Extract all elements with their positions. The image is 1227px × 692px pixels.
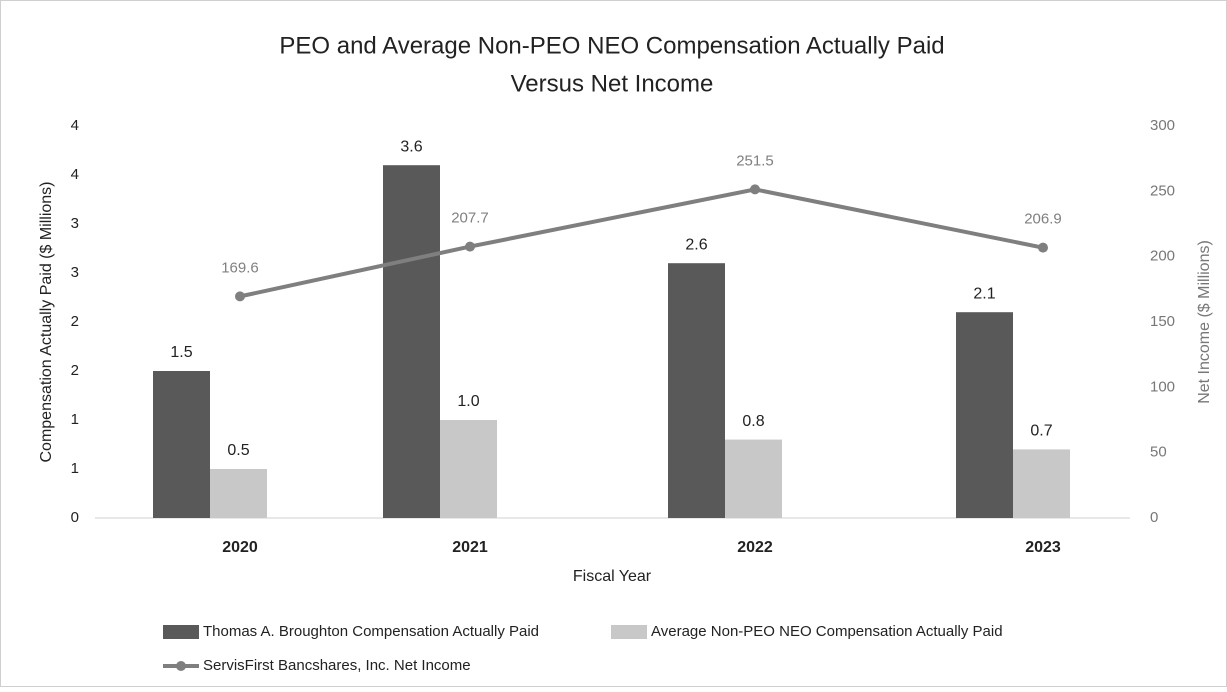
bar-value-label: 2.1 xyxy=(973,285,995,302)
bar xyxy=(383,165,440,518)
line-value-label: 169.6 xyxy=(221,259,259,276)
bar xyxy=(440,420,497,518)
bar-value-label: 1.0 xyxy=(457,393,479,410)
y2-tick-label: 100 xyxy=(1150,378,1175,395)
bar-value-label: 1.5 xyxy=(170,344,192,361)
y2-axis-label: Net Income ($ Millions) xyxy=(1196,240,1213,404)
legend-label: Average Non-PEO NEO Compensation Actuall… xyxy=(651,623,1003,640)
bar-value-label: 3.6 xyxy=(400,138,422,155)
line-value-label: 207.7 xyxy=(451,210,489,227)
legend-swatch xyxy=(611,625,647,639)
y2-tick-label: 150 xyxy=(1150,313,1175,330)
legend-label: ServisFirst Bancshares, Inc. Net Income xyxy=(203,657,471,674)
x-tick-label: 2021 xyxy=(452,539,488,556)
bar xyxy=(725,439,782,518)
y-tick-label: 1 xyxy=(71,411,79,428)
y2-tick-label: 300 xyxy=(1150,117,1175,134)
bar xyxy=(1013,449,1070,518)
line-value-label: 206.9 xyxy=(1024,211,1062,228)
line-point xyxy=(1038,242,1048,253)
legend-label: Thomas A. Broughton Compensation Actuall… xyxy=(203,623,539,640)
y-tick-label: 2 xyxy=(71,362,79,379)
y-tick-label: 4 xyxy=(71,117,79,134)
line-series xyxy=(239,187,1044,299)
y-tick-label: 1 xyxy=(71,460,79,477)
line-value-label: 251.5 xyxy=(736,152,774,169)
legend-swatch xyxy=(176,661,186,671)
y-tick-label: 0 xyxy=(71,509,79,526)
chart-title: Versus Net Income xyxy=(511,70,714,97)
legend-swatch xyxy=(163,625,199,639)
bar-value-label: 2.6 xyxy=(685,236,707,253)
chart-title: PEO and Average Non-PEO NEO Compensation… xyxy=(279,32,944,59)
y-tick-label: 3 xyxy=(71,215,79,232)
bar xyxy=(956,312,1013,518)
y-tick-label: 2 xyxy=(71,313,79,330)
x-tick-label: 2022 xyxy=(737,539,773,556)
y-tick-label: 4 xyxy=(71,166,79,183)
bar-value-label: 0.5 xyxy=(227,442,249,459)
y2-tick-label: 250 xyxy=(1150,182,1175,199)
y2-tick-label: 0 xyxy=(1150,509,1158,526)
y2-tick-label: 200 xyxy=(1150,248,1175,265)
bar-value-label: 0.7 xyxy=(1030,423,1052,440)
line-point xyxy=(750,184,760,195)
y2-tick-label: 50 xyxy=(1150,444,1167,461)
bar xyxy=(210,469,267,518)
bar-value-label: 0.8 xyxy=(742,413,764,430)
x-tick-label: 2023 xyxy=(1025,539,1061,556)
x-tick-label: 2020 xyxy=(222,539,258,556)
x-axis-label: Fiscal Year xyxy=(573,568,652,585)
bar xyxy=(668,263,725,518)
line-point xyxy=(235,291,245,302)
bar xyxy=(153,371,210,518)
y-tick-label: 3 xyxy=(71,264,79,281)
line-point xyxy=(465,241,475,252)
y-axis-label: Compensation Actually Paid ($ Millions) xyxy=(38,181,55,462)
